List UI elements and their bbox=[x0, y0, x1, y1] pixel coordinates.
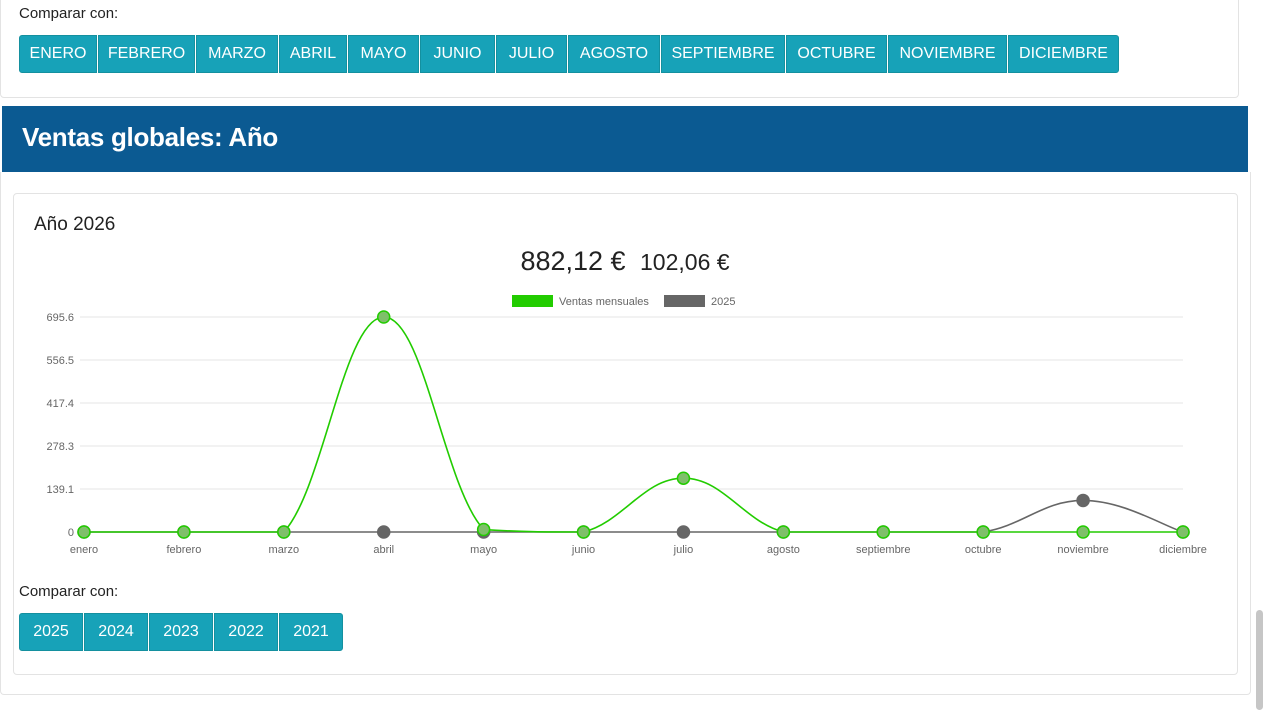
year-button-2023[interactable]: 2023 bbox=[149, 613, 213, 651]
month-button-group: ENERO FEBRERO MARZO ABRIL MAYO JUNIO JUL… bbox=[19, 35, 1120, 73]
data-point-previous bbox=[1076, 493, 1090, 508]
month-button-abril[interactable]: ABRIL bbox=[279, 35, 347, 73]
year-button-2024[interactable]: 2024 bbox=[84, 613, 148, 651]
month-button-mayo[interactable]: MAYO bbox=[348, 35, 419, 73]
legend-label-previous: 2025 bbox=[711, 296, 735, 308]
data-point-current bbox=[676, 471, 691, 485]
chart-card-title: Año 2026 bbox=[34, 214, 116, 235]
page-scrollbar[interactable] bbox=[1256, 610, 1263, 710]
series-line-2025 bbox=[84, 499, 1184, 533]
compare-label: Comparar con: bbox=[19, 5, 119, 22]
month-button-septiembre[interactable]: SEPTIEMBRE bbox=[661, 35, 785, 73]
year-button-2021[interactable]: 2021 bbox=[279, 613, 343, 651]
year-button-2022[interactable]: 2022 bbox=[214, 613, 278, 651]
data-point-current bbox=[876, 525, 891, 539]
y-tick-label: 278.3 bbox=[46, 441, 74, 453]
legend-label-current: Ventas mensuales bbox=[559, 296, 649, 308]
month-button-noviembre[interactable]: NOVIEMBRE bbox=[888, 35, 1007, 73]
x-tick-label: mayo bbox=[470, 544, 497, 556]
data-point-current bbox=[376, 310, 391, 324]
data-point-current bbox=[1076, 525, 1090, 539]
legend-swatch-previous bbox=[664, 295, 705, 307]
chart-legend: Ventas mensuales 2025 bbox=[512, 295, 735, 308]
month-button-octubre[interactable]: OCTUBRE bbox=[786, 35, 887, 73]
chart-lines bbox=[84, 316, 1184, 533]
x-tick-label: abril bbox=[373, 544, 394, 556]
y-tick-label: 556.5 bbox=[46, 355, 74, 367]
data-point-current bbox=[576, 525, 591, 539]
data-point-current bbox=[476, 522, 491, 537]
x-tick-label: enero bbox=[70, 544, 98, 556]
year-compare-label: Comparar con: bbox=[19, 583, 119, 600]
month-button-diciembre[interactable]: DICIEMBRE bbox=[1008, 35, 1119, 73]
month-button-junio[interactable]: JUNIO bbox=[420, 35, 495, 73]
data-point-current bbox=[77, 525, 91, 539]
total-current: 882,12 € bbox=[520, 246, 626, 276]
year-button-2025[interactable]: 2025 bbox=[19, 613, 83, 651]
x-tick-label: octubre bbox=[965, 544, 1002, 556]
totals-row: 882,12 € 102,06 € bbox=[0, 246, 1250, 277]
legend-swatch-current bbox=[512, 295, 553, 307]
month-button-julio[interactable]: JULIO bbox=[496, 35, 567, 73]
total-compare: 102,06 € bbox=[640, 249, 730, 275]
year-button-group: 2025 2024 2023 2022 2021 bbox=[19, 613, 344, 651]
y-axis: 0 139.1 278.3 417.4 556.5 695.6 bbox=[46, 312, 74, 539]
month-button-agosto[interactable]: AGOSTO bbox=[568, 35, 660, 73]
y-tick-label: 139.1 bbox=[46, 484, 74, 496]
data-point-current bbox=[976, 525, 990, 539]
x-tick-label: diciembre bbox=[1159, 544, 1207, 556]
data-point-current bbox=[177, 525, 191, 539]
x-tick-label: febrero bbox=[166, 544, 201, 556]
y-tick-label: 695.6 bbox=[46, 312, 74, 324]
section-title: Ventas globales: Año bbox=[22, 122, 278, 152]
x-tick-label: agosto bbox=[767, 544, 800, 556]
chart-grid bbox=[80, 316, 1183, 533]
data-point-previous bbox=[376, 525, 391, 539]
x-tick-label: marzo bbox=[269, 544, 300, 556]
x-axis: enero febrero marzo abril mayo junio julio agos… bbox=[70, 544, 1207, 556]
chart-points bbox=[77, 310, 1190, 539]
month-button-marzo[interactable]: MARZO bbox=[196, 35, 278, 73]
x-tick-label: julio bbox=[673, 544, 694, 556]
data-point-previous bbox=[676, 525, 691, 539]
x-tick-label: septiembre bbox=[856, 544, 910, 556]
data-point-current bbox=[776, 525, 791, 539]
data-point-current bbox=[277, 525, 291, 539]
data-point-current bbox=[1176, 525, 1190, 539]
series-line-ventas-mensuales bbox=[84, 316, 1183, 533]
y-tick-label: 0 bbox=[68, 527, 74, 539]
month-button-febrero[interactable]: FEBRERO bbox=[98, 35, 195, 73]
month-button-enero[interactable]: ENERO bbox=[19, 35, 97, 73]
y-tick-label: 417.4 bbox=[46, 398, 74, 410]
chart-card bbox=[13, 193, 1238, 675]
x-tick-label: noviembre bbox=[1057, 544, 1108, 556]
section-banner: Ventas globales: Año bbox=[2, 106, 1248, 172]
x-tick-label: junio bbox=[571, 544, 595, 556]
